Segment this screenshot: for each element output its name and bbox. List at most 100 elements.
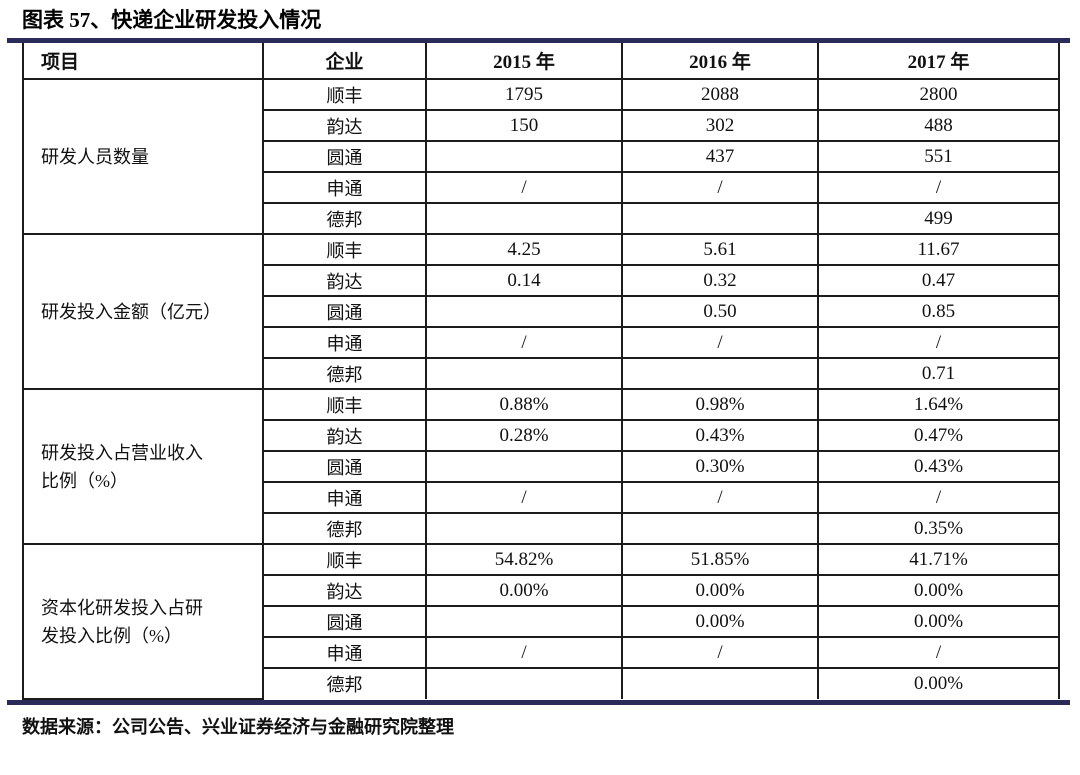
header-cell-year-2017: 2017 年 xyxy=(817,43,1060,80)
value-cell: 0.43% xyxy=(817,450,1060,483)
value-cell: 0.98% xyxy=(621,388,819,421)
value-cell: 0.32 xyxy=(621,264,819,297)
value-cell: 0.30% xyxy=(621,450,819,483)
table-row: 研发人员数量 顺丰 1795 2088 2800 xyxy=(22,78,1060,235)
table-row: 圆通 0.50 0.85 xyxy=(23,295,1060,328)
bottom-accent-rule xyxy=(7,700,1070,705)
value-cell xyxy=(621,202,819,235)
table-row: 圆通 0.30% 0.43% xyxy=(23,450,1060,483)
company-cell: 顺丰 xyxy=(262,233,427,266)
figure-title: 图表 57、快递企业研发投入情况 xyxy=(22,8,322,32)
company-cell: 韵达 xyxy=(262,264,427,297)
value-cell: 1795 xyxy=(425,78,623,111)
table-row: 申通 / / / xyxy=(23,171,1060,204)
header-cell-year-2015: 2015 年 xyxy=(425,43,623,80)
data-source-note: 数据来源：公司公告、兴业证券经济与金融研究院整理 xyxy=(22,717,454,737)
value-cell: 2800 xyxy=(817,78,1060,111)
value-cell: / xyxy=(425,171,623,204)
table-row: 德邦 0.00% xyxy=(23,667,1060,699)
company-cell: 德邦 xyxy=(262,357,427,390)
value-cell xyxy=(425,450,623,483)
table-row: 韵达 0.00% 0.00% 0.00% xyxy=(23,574,1060,607)
group-label-cell: 资本化研发投入占研 发投入比例（%） xyxy=(22,543,264,700)
value-cell: / xyxy=(621,326,819,359)
company-cell: 圆通 xyxy=(262,450,427,483)
value-cell: / xyxy=(621,636,819,669)
value-cell xyxy=(621,357,819,390)
table-row: 申通 / / / xyxy=(23,481,1060,514)
value-cell: / xyxy=(817,171,1060,204)
value-cell: 0.00% xyxy=(817,574,1060,607)
company-cell: 圆通 xyxy=(262,140,427,173)
company-cell: 德邦 xyxy=(262,512,427,545)
value-cell: / xyxy=(817,326,1060,359)
table-row: 圆通 437 551 xyxy=(23,140,1060,173)
value-cell: 4.25 xyxy=(425,233,623,266)
value-cell: 0.00% xyxy=(621,574,819,607)
table-row: 研发投入金额（亿元） 顺丰 4.25 5.61 11.67 xyxy=(22,233,1060,390)
table-row: 韵达 150 302 488 xyxy=(23,109,1060,142)
company-cell: 圆通 xyxy=(262,605,427,638)
value-cell: 0.14 xyxy=(425,264,623,297)
value-cell: 437 xyxy=(621,140,819,173)
value-cell xyxy=(621,667,819,699)
group-label-cell: 研发人员数量 xyxy=(22,78,264,235)
value-cell: 2088 xyxy=(621,78,819,111)
value-cell: 0.71 xyxy=(817,357,1060,390)
value-cell: 0.35% xyxy=(817,512,1060,545)
value-cell: 0.50 xyxy=(621,295,819,328)
value-cell: 1.64% xyxy=(817,388,1060,421)
value-cell: 0.88% xyxy=(425,388,623,421)
table-row: 德邦 499 xyxy=(23,202,1060,235)
value-cell: 302 xyxy=(621,109,819,142)
company-cell: 德邦 xyxy=(262,667,427,699)
value-cell: 488 xyxy=(817,109,1060,142)
header-cell-year-2016: 2016 年 xyxy=(621,43,819,80)
value-cell xyxy=(425,295,623,328)
value-cell: / xyxy=(621,171,819,204)
value-cell: 0.43% xyxy=(621,419,819,452)
value-cell: 11.67 xyxy=(817,233,1060,266)
table-row: 申通 / / / xyxy=(23,636,1060,669)
value-cell xyxy=(425,140,623,173)
top-accent-rule xyxy=(7,38,1070,43)
company-cell: 申通 xyxy=(262,326,427,359)
value-cell: 41.71% xyxy=(817,543,1060,576)
value-cell: 0.00% xyxy=(425,574,623,607)
table-row: 韵达 0.14 0.32 0.47 xyxy=(23,264,1060,297)
company-cell: 申通 xyxy=(262,481,427,514)
value-cell xyxy=(425,202,623,235)
company-cell: 顺丰 xyxy=(262,388,427,421)
company-cell: 圆通 xyxy=(262,295,427,328)
company-cell: 顺丰 xyxy=(262,78,427,111)
group-label-cell: 研发投入金额（亿元） xyxy=(22,233,264,390)
value-cell: 0.47% xyxy=(817,419,1060,452)
header-cell-item: 项目 xyxy=(22,43,264,80)
value-cell xyxy=(425,512,623,545)
company-cell: 韵达 xyxy=(262,574,427,607)
table-row: 德邦 0.35% xyxy=(23,512,1060,545)
value-cell: / xyxy=(621,481,819,514)
table-body: 研发人员数量 顺丰 1795 2088 2800 韵达 150 302 488 圆通 437 551 申… xyxy=(22,78,1060,700)
group-label-cell: 研发投入占营业收入 比例（%） xyxy=(22,388,264,545)
table-row: 资本化研发投入占研 发投入比例（%） 顺丰 54.82% 51.85% 41.71% xyxy=(22,543,1060,700)
company-cell: 申通 xyxy=(262,171,427,204)
value-cell xyxy=(425,357,623,390)
value-cell: 0.28% xyxy=(425,419,623,452)
value-cell: 499 xyxy=(817,202,1060,235)
value-cell xyxy=(425,667,623,699)
table-row: 研发投入占营业收入 比例（%） 顺丰 0.88% 0.98% 1.64% xyxy=(22,388,1060,545)
value-cell: 0.00% xyxy=(817,605,1060,638)
value-cell: 5.61 xyxy=(621,233,819,266)
value-cell: / xyxy=(425,636,623,669)
value-cell xyxy=(425,605,623,638)
company-cell: 德邦 xyxy=(262,202,427,235)
company-cell: 韵达 xyxy=(262,109,427,142)
header-cell-company: 企业 xyxy=(262,43,427,80)
value-cell: / xyxy=(817,636,1060,669)
value-cell: 0.00% xyxy=(621,605,819,638)
company-cell: 韵达 xyxy=(262,419,427,452)
table-row: 圆通 0.00% 0.00% xyxy=(23,605,1060,638)
value-cell: 551 xyxy=(817,140,1060,173)
value-cell: 54.82% xyxy=(425,543,623,576)
